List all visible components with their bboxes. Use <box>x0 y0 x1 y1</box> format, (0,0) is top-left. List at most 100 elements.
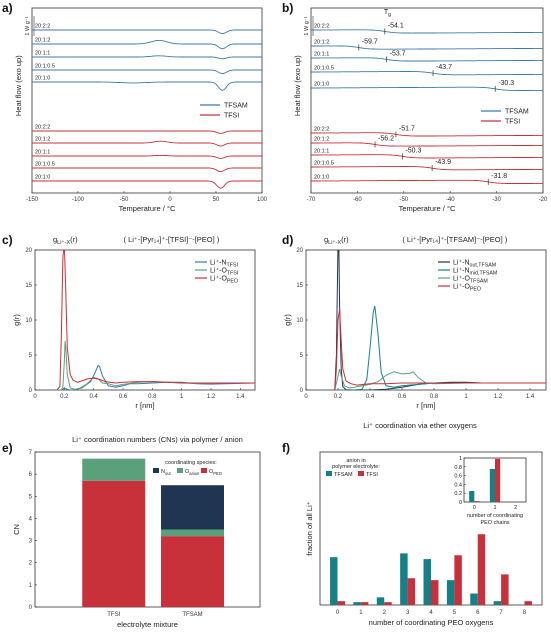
y-tick-label: 0 <box>300 388 304 394</box>
x-tick-label: 100 <box>257 197 268 203</box>
series-label: 20:1:1 <box>314 149 329 155</box>
tg-value: -54.1 <box>388 22 404 29</box>
y-tick-label: 1 <box>29 583 33 589</box>
legend-label: Nout <box>161 469 172 476</box>
series-label: 20:1:2 <box>35 38 50 44</box>
x-tick-label: 1.4 <box>236 394 245 400</box>
x-tick-label: 0.8 <box>148 394 157 400</box>
series-label: 20:1:1 <box>35 51 50 57</box>
series-label: 20:1:1 <box>35 150 50 156</box>
rdf-series-line <box>330 309 546 390</box>
legend-label: Li⁺-OTFSI <box>210 268 238 277</box>
scale-bar-label: 1 W g⁻¹ <box>304 16 310 35</box>
x-tick-label: 0.8 <box>430 394 439 400</box>
panel-a: a) -150 -100 -50 0 50 100 Temperature / °C Heat … <box>2 1 268 213</box>
series-label: 20:1:0 <box>35 76 50 82</box>
x-tick-label: 0.2 <box>334 394 343 400</box>
panel-e: e) Li⁺ coordination numbers (CNs) via pol… <box>2 435 261 629</box>
legend-label: TFSI <box>224 113 239 120</box>
dsc-curve <box>32 81 262 91</box>
series-label: 20:2:2 <box>35 125 50 131</box>
x-tick-label: -40 <box>446 197 455 203</box>
legend-label: TFSI <box>366 472 378 478</box>
legend-title: coordinating species: <box>165 460 217 466</box>
series-label: 20:1:2 <box>314 137 329 143</box>
y-tick-label: 10 <box>25 318 32 324</box>
x-tick-label: -50 <box>399 197 408 203</box>
series-label: 20:1:2 <box>35 137 50 143</box>
panel-c: c) 0 0.2 0.4 0.6 0.8 1 1.2 1.4 0 5 10 15 20 r [nm] g(r)… <box>2 233 256 410</box>
rdf-series-line <box>57 364 255 390</box>
x-tick-label: 0.2 <box>60 394 69 400</box>
dsc-curve <box>311 57 543 62</box>
x-tick-label: TFSAM <box>182 612 202 618</box>
tg-value: -43.7 <box>436 64 452 71</box>
bar <box>431 580 439 605</box>
panel-label-c: c) <box>2 233 13 247</box>
tg-symbol: Tg <box>384 9 391 18</box>
inset-y-tick-label: 0.4 <box>454 482 462 488</box>
y-axis-label: Heat flow (exo up) <box>293 55 302 116</box>
x-tick-label: 0.6 <box>119 394 128 400</box>
y-tick-label: 5 <box>29 494 33 500</box>
series-label: 20:2:2 <box>35 24 50 30</box>
x-tick-label: 0.4 <box>89 394 98 400</box>
inset-y-tick-label: 0 <box>459 500 462 506</box>
dsc-curve <box>32 180 262 189</box>
x-tick-label: -150 <box>26 197 39 203</box>
inset-bar <box>474 501 480 502</box>
dsc-curve <box>311 29 543 34</box>
inset-y-tick-label: 0.2 <box>454 491 462 497</box>
y-tick-label: 3 <box>29 539 33 545</box>
legend-label: TFSI <box>505 119 520 126</box>
x-tick-label: -20 <box>539 197 548 203</box>
x-tick-label: 4 <box>429 610 433 616</box>
x-tick-label: 2 <box>383 610 387 616</box>
x-tick-label: 3 <box>406 610 410 616</box>
series-label: 20:2:2 <box>314 127 329 133</box>
tg-value: -43.9 <box>435 159 451 166</box>
x-tick-label: 0 <box>304 394 308 400</box>
tg-value: -50.3 <box>405 147 421 154</box>
x-tick-label: 1.2 <box>494 394 503 400</box>
series-label: 20:1:0 <box>314 82 329 88</box>
x-tick-label: 5 <box>453 610 457 616</box>
series-label: 20:1:0.5 <box>314 66 334 72</box>
x-tick-label: 7 <box>499 610 503 616</box>
tg-value: -31.8 <box>491 173 507 180</box>
x-tick-label: 8 <box>523 610 527 616</box>
x-axis-label: r [nm] <box>135 401 154 410</box>
title-left: gLi⁺-X(r) <box>324 235 349 246</box>
dsc-curve <box>311 132 543 137</box>
series-label: 20:1:0.5 <box>35 162 55 168</box>
tg-value: -59.7 <box>362 39 378 46</box>
series-label: 20:1:0.5 <box>35 64 55 70</box>
y-axis-label: fraction of all Li⁺ <box>305 501 314 555</box>
x-tick-label: -50 <box>120 197 129 203</box>
y-tick-label: 5 <box>300 353 304 359</box>
inset-y-tick-label: 0.8 <box>454 465 462 471</box>
legend-title: polymer electrolyte: <box>332 464 380 470</box>
bar <box>454 555 462 605</box>
bar <box>524 601 532 605</box>
bar <box>446 580 455 605</box>
y-tick-label: 4 <box>29 516 33 522</box>
series-label: 20:1:0 <box>314 175 329 181</box>
dsc-curve <box>32 55 262 60</box>
x-tick-label: 50 <box>213 197 220 203</box>
legend-swatch <box>177 468 183 473</box>
y-axis-label: g(r) <box>12 314 21 326</box>
legend-label: Oanion <box>185 469 200 476</box>
x-tick-label: 0.6 <box>398 394 407 400</box>
bar-segment <box>161 485 224 530</box>
inset-x-axis-label: PEO chains <box>480 520 509 526</box>
inset-x-tick-label: 0 <box>473 505 476 511</box>
dsc-curve <box>32 130 262 134</box>
legend-label: Li⁺-OPEO <box>453 284 481 293</box>
inset-bar <box>489 469 495 502</box>
y-tick-label: 10 <box>296 318 303 324</box>
inset-x-axis-label: number of coordinating <box>467 513 523 519</box>
y-tick-label: 20 <box>25 248 32 254</box>
y-axis-label: g(r) <box>283 314 292 326</box>
